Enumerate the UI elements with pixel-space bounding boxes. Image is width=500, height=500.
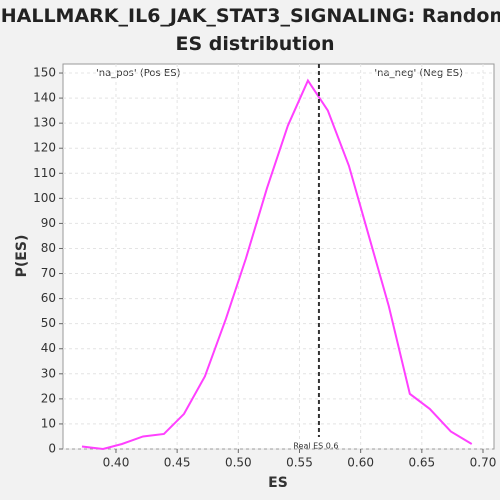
x-axis-label: ES [268,475,288,491]
x-tick-label: 0.60 [347,456,374,470]
pos-label: 'na_pos' (Pos ES) [96,68,181,79]
x-tick-label: 0.45 [164,456,191,470]
x-tick-label: 0.50 [225,456,252,470]
y-tick-label: 150 [33,66,56,80]
y-tick-label: 140 [33,91,56,105]
real-es-label: Real ES 0.6 [293,442,338,451]
y-tick-label: 30 [41,366,56,380]
x-tick-label: 0.70 [470,456,497,470]
y-tick-label: 20 [41,391,56,405]
y-axis-label: P(ES) [14,235,30,278]
x-tick-label: 0.55 [286,456,313,470]
x-tick-label: 0.40 [103,456,130,470]
plot-area [62,63,495,450]
y-tick-label: 110 [33,166,56,180]
series-line [81,78,473,451]
y-tick-label: 90 [41,216,56,230]
y-tick-label: 0 [48,442,56,456]
y-tick-label: 60 [41,291,56,305]
chart-title: HALLMARK_IL6_JAK_STAT3_SIGNALING: Random… [1,5,500,55]
y-tick-label: 130 [33,116,56,130]
y-tick-label: 120 [33,141,56,155]
y-tick-label: 50 [41,316,56,330]
x-tick-label: 0.65 [408,456,435,470]
y-tick-label: 10 [41,416,56,430]
y-tick-label: 70 [41,266,56,280]
y-tick-label: 100 [33,191,56,205]
y-tick-label: 80 [41,241,56,255]
y-tick-label: 40 [41,341,56,355]
